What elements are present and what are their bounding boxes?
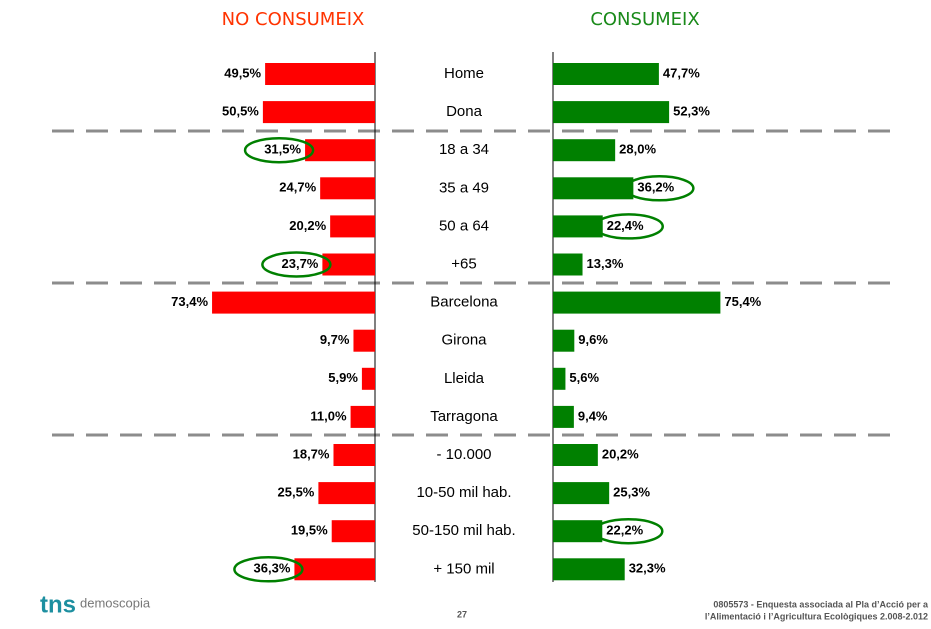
bar bbox=[322, 253, 375, 276]
logo-sub: demoscopia bbox=[80, 595, 151, 610]
series-title: CONSUMEIX bbox=[590, 9, 699, 30]
value-label: 73,4% bbox=[171, 294, 208, 309]
highlight-circle bbox=[261, 251, 332, 278]
category-label: 10-50 mil hab. bbox=[416, 484, 511, 501]
value-label: 22,2% bbox=[606, 523, 643, 538]
bar bbox=[553, 291, 721, 314]
value-label: 36,3% bbox=[254, 561, 291, 576]
page-number: 27 bbox=[457, 609, 467, 619]
bar bbox=[553, 520, 603, 543]
category-label: Home bbox=[444, 65, 484, 82]
bar bbox=[553, 482, 610, 505]
value-label: 23,7% bbox=[282, 256, 319, 271]
bar bbox=[553, 405, 574, 428]
bar bbox=[361, 367, 375, 390]
bar bbox=[553, 139, 616, 162]
value-label: 32,3% bbox=[629, 561, 666, 576]
category-label: 35 a 49 bbox=[439, 179, 489, 196]
value-label: 25,3% bbox=[613, 485, 650, 500]
series-title: NO CONSUMEIX bbox=[222, 9, 365, 30]
value-label: 50,5% bbox=[222, 104, 259, 119]
value-label: 9,7% bbox=[320, 332, 350, 347]
category-label: 50-150 mil hab. bbox=[412, 522, 515, 539]
bar bbox=[553, 101, 670, 124]
separators bbox=[52, 129, 890, 437]
bar bbox=[294, 558, 375, 581]
value-label: 5,9% bbox=[328, 370, 358, 385]
value-label: 13,3% bbox=[587, 256, 624, 271]
footnote: 0805573 - Enquesta associada al Pla d’Ac… bbox=[713, 599, 929, 609]
bar bbox=[350, 405, 375, 428]
bar bbox=[553, 558, 625, 581]
bar bbox=[553, 329, 575, 352]
bar bbox=[553, 444, 598, 466]
bar bbox=[331, 520, 375, 543]
bar bbox=[265, 63, 375, 85]
bar bbox=[553, 177, 634, 200]
value-label: 22,4% bbox=[607, 218, 644, 233]
bar bbox=[262, 101, 375, 124]
value-label: 52,3% bbox=[673, 104, 710, 119]
value-label: 9,4% bbox=[578, 408, 608, 423]
bar bbox=[553, 367, 566, 390]
value-label: 18,7% bbox=[293, 446, 330, 461]
bar bbox=[553, 253, 583, 276]
footnote: l’Alimentació i l’Agricultura Ecològique… bbox=[705, 611, 928, 621]
value-label: 31,5% bbox=[264, 142, 301, 157]
value-label: 5,6% bbox=[569, 370, 599, 385]
value-label: 19,5% bbox=[291, 523, 328, 538]
highlight-circle bbox=[593, 517, 664, 545]
category-label: - 10.000 bbox=[436, 446, 491, 463]
category-label: + 150 mil bbox=[433, 560, 494, 577]
category-label: 18 a 34 bbox=[439, 141, 489, 158]
value-label: 49,5% bbox=[224, 65, 261, 80]
logo: tns bbox=[40, 591, 76, 618]
bar bbox=[333, 444, 375, 466]
value-label: 28,0% bbox=[619, 142, 656, 157]
category-label: Girona bbox=[441, 332, 487, 349]
value-label: 25,5% bbox=[278, 485, 315, 500]
category-label: +65 bbox=[451, 255, 476, 272]
value-label: 20,2% bbox=[289, 218, 326, 233]
highlight-circle bbox=[233, 556, 304, 583]
bar bbox=[212, 291, 375, 314]
highlight-circle bbox=[593, 213, 664, 240]
value-label: 36,2% bbox=[637, 180, 674, 195]
category-label: Dona bbox=[446, 103, 483, 120]
value-label: 9,6% bbox=[578, 332, 608, 347]
category-label: Tarragona bbox=[430, 408, 498, 425]
value-label: 47,7% bbox=[663, 65, 700, 80]
bar bbox=[318, 482, 375, 505]
value-label: 11,0% bbox=[310, 408, 347, 423]
highlight-circle bbox=[243, 136, 315, 164]
bar bbox=[353, 329, 375, 352]
bar bbox=[330, 215, 375, 238]
category-label: 50 a 64 bbox=[439, 217, 489, 234]
category-label: Lleida bbox=[444, 370, 485, 387]
bar bbox=[320, 177, 375, 200]
bar bbox=[305, 139, 375, 162]
value-label: 24,7% bbox=[279, 180, 316, 195]
bar bbox=[553, 63, 659, 85]
bar bbox=[553, 215, 603, 238]
value-label: 75,4% bbox=[724, 294, 761, 309]
highlight-circle bbox=[624, 175, 695, 202]
value-label: 20,2% bbox=[602, 446, 639, 461]
category-label: Barcelona bbox=[430, 294, 498, 311]
